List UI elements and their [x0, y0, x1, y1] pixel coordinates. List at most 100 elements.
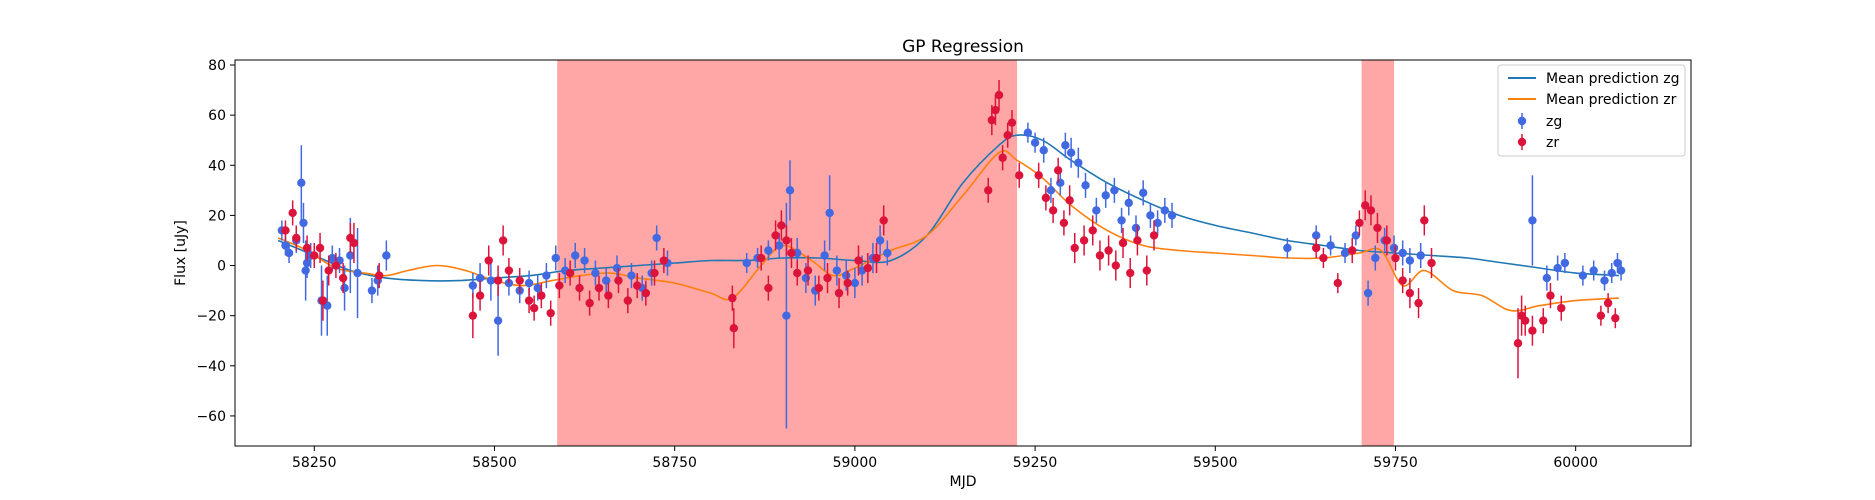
y-tick-label: −40: [196, 359, 226, 375]
data-point-zr: [594, 275, 604, 301]
legend-box: [1497, 64, 1686, 157]
data-point-zr: [585, 290, 594, 316]
point-marker: [1111, 261, 1121, 270]
data-point-zr: [614, 268, 623, 294]
point-marker: [1061, 141, 1070, 150]
point-marker: [728, 293, 737, 303]
legend-marker-swatch: [1517, 116, 1527, 126]
point-marker: [1081, 181, 1090, 190]
point-marker: [1041, 193, 1051, 203]
point-marker: [1153, 218, 1162, 228]
point-marker: [1361, 201, 1370, 210]
data-point-zr: [834, 278, 844, 309]
data-point-zg: [571, 242, 580, 269]
point-marker: [1414, 298, 1423, 308]
data-point-zr: [1059, 210, 1069, 236]
point-marker: [1416, 251, 1425, 260]
point-marker: [533, 283, 542, 293]
point-marker: [1405, 288, 1415, 298]
point-marker: [374, 271, 384, 280]
point-marker: [1167, 211, 1177, 220]
data-point-zr: [1070, 232, 1079, 264]
point-marker: [825, 208, 834, 218]
data-point-zr: [1557, 295, 1566, 321]
shaded-regions: [557, 60, 1395, 446]
y-tick-label: 0: [217, 259, 226, 275]
data-point-zg: [486, 260, 496, 301]
data-point-zr: [771, 220, 780, 251]
point-marker: [1131, 223, 1141, 233]
plot-frame: [234, 59, 1692, 447]
point-marker: [484, 256, 493, 265]
data-point-zg: [1542, 265, 1552, 291]
point-marker: [537, 291, 546, 300]
point-marker: [468, 281, 478, 290]
data-point-zr: [1104, 235, 1113, 266]
point-marker: [486, 276, 496, 285]
data-point-zr: [1373, 212, 1382, 243]
point-marker: [1366, 206, 1376, 215]
chart-title: GP Regression: [902, 37, 1024, 57]
point-marker: [984, 186, 993, 195]
data-point-zr: [1427, 247, 1436, 279]
point-marker: [1138, 188, 1148, 198]
point-marker: [340, 283, 349, 293]
data-point-zg: [820, 240, 829, 271]
point-marker: [292, 233, 301, 243]
point-marker: [299, 218, 308, 228]
point-marker: [1034, 171, 1043, 180]
point-marker: [571, 251, 580, 260]
point-marker: [1095, 251, 1105, 260]
data-point-zr: [1382, 225, 1392, 256]
point-marker: [1607, 268, 1616, 278]
data-point-zr: [1088, 215, 1097, 246]
data-point-zr: [1398, 268, 1407, 294]
data-point-zg: [832, 255, 842, 286]
point-marker: [1092, 206, 1101, 215]
point-marker: [1405, 256, 1415, 265]
point-marker: [310, 251, 319, 260]
x-tick-label: 60000: [1553, 455, 1598, 471]
point-marker: [328, 253, 337, 263]
data-point-zr: [1405, 278, 1415, 309]
data-point-zg: [1371, 245, 1380, 271]
data-point-zr: [498, 225, 508, 256]
point-marker: [1065, 196, 1074, 205]
point-marker: [756, 253, 766, 263]
point-marker: [1539, 316, 1548, 325]
point-marker: [1542, 273, 1552, 283]
data-point-zr: [1007, 110, 1017, 136]
legend-label: zr: [1546, 135, 1559, 151]
point-marker: [782, 311, 791, 320]
point-marker: [281, 226, 290, 235]
point-marker: [1546, 291, 1555, 300]
point-marker: [787, 248, 796, 258]
data-point-zg: [1416, 242, 1425, 269]
point-marker: [1133, 236, 1142, 245]
data-point-zg: [1340, 242, 1350, 264]
point-marker: [1074, 158, 1083, 167]
x-tick-label: 59000: [833, 455, 878, 471]
point-marker: [475, 291, 485, 300]
data-point-zg: [340, 265, 349, 311]
data-point-zr: [814, 275, 824, 301]
data-point-zg: [1589, 260, 1598, 281]
point-marker: [591, 268, 600, 278]
point-marker: [803, 266, 813, 275]
point-marker: [575, 283, 584, 293]
point-marker: [302, 243, 312, 253]
data-point-zg: [591, 260, 600, 286]
point-marker: [994, 90, 1004, 100]
point-marker: [475, 273, 485, 283]
data-point-zr: [349, 222, 359, 264]
data-point-zg: [1138, 180, 1148, 206]
point-marker: [324, 266, 333, 275]
point-marker: [875, 236, 885, 245]
data-point-zr: [1133, 225, 1142, 256]
point-marker: [1355, 218, 1364, 228]
data-point-zr: [764, 275, 773, 301]
point-marker: [1126, 268, 1135, 278]
point-marker: [1351, 231, 1361, 240]
point-marker: [771, 231, 780, 240]
